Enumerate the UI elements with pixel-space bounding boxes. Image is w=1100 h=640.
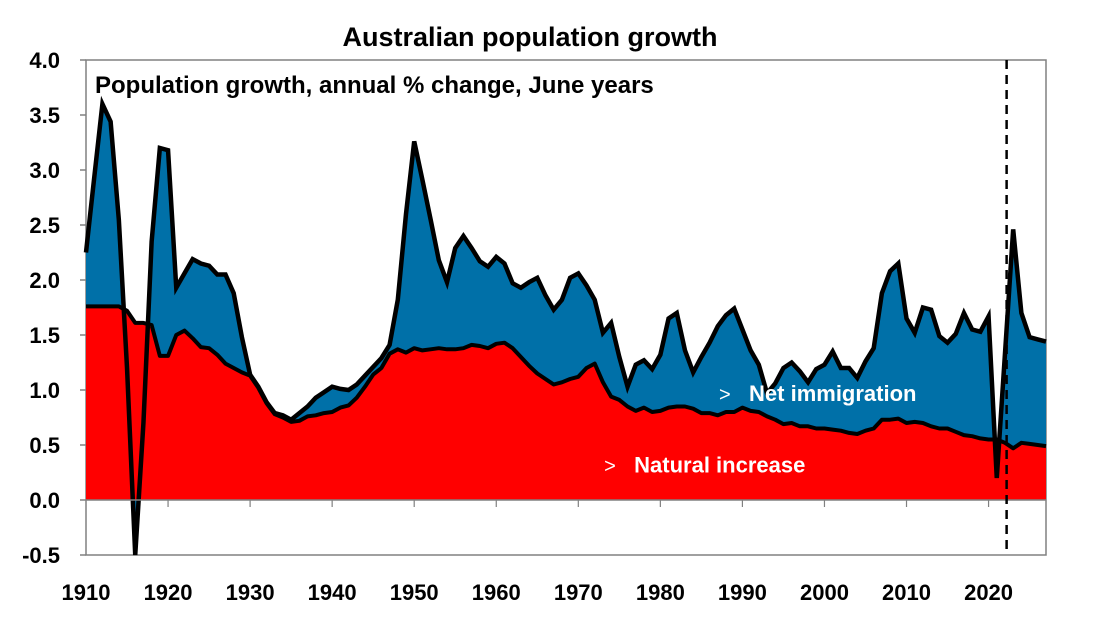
- y-tick-label: 0.5: [29, 433, 60, 458]
- x-tick-label: 1930: [226, 580, 275, 605]
- annotation-arrow: >: [604, 456, 616, 478]
- x-tick-label: 2000: [800, 580, 849, 605]
- y-tick-label: 3.0: [29, 158, 60, 183]
- x-tick-label: 1970: [554, 580, 603, 605]
- x-tick-label: 1910: [62, 580, 111, 605]
- y-tick-label: 3.5: [29, 103, 60, 128]
- net-immigration-label: Net immigration: [749, 381, 916, 406]
- x-tick-label: 1920: [144, 580, 193, 605]
- natural-increase-label: Natural increase: [634, 453, 805, 478]
- total-growth-line: [83, 95, 1047, 556]
- plot-area: 1910 1920 1930 1940 1950 1960 1970 1980 1990 2000…: [22, 48, 1047, 605]
- chart-subtitle: Population growth, annual % change, June…: [95, 72, 654, 99]
- x-tick-label: 1950: [390, 580, 439, 605]
- y-tick-label: 4.0: [29, 48, 60, 73]
- y-tick-label: 2.5: [29, 213, 60, 238]
- x-tick-label: 2020: [964, 580, 1013, 605]
- x-tick-label: 1980: [636, 580, 685, 605]
- y-tick-label: 1.5: [29, 323, 60, 348]
- natural-increase-line: [86, 304, 1047, 451]
- x-tick-label: 2010: [882, 580, 931, 605]
- x-tick-label: 1960: [472, 580, 521, 605]
- natural-increase-area: [86, 306, 1046, 500]
- y-tick-label: 2.0: [29, 268, 60, 293]
- y-tick-label: 1.0: [29, 378, 60, 403]
- net-immigration-area: [86, 104, 1046, 555]
- chart-title: Australian population growth: [343, 22, 718, 52]
- x-tick-label: 1940: [308, 580, 357, 605]
- annotation-arrow: >: [719, 384, 731, 406]
- y-tick-label: 0.0: [29, 488, 60, 513]
- x-tick-label: 1990: [718, 580, 767, 605]
- y-tick-label: -0.5: [22, 543, 60, 568]
